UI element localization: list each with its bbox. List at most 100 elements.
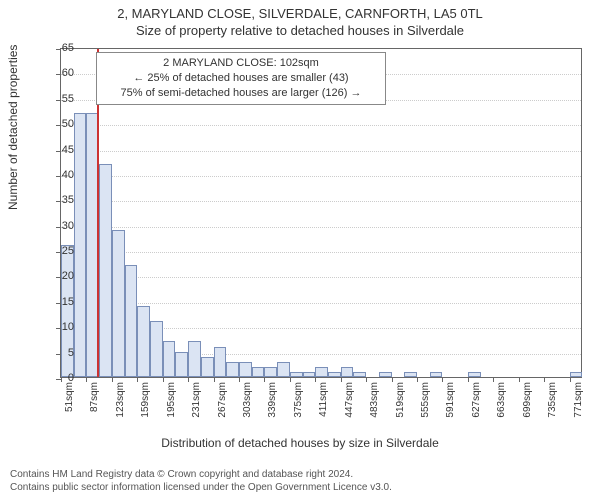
histogram-bar xyxy=(264,367,277,377)
gridline xyxy=(61,227,581,228)
histogram-bar xyxy=(430,372,443,377)
xtick-mark xyxy=(86,377,87,382)
gridline xyxy=(61,252,581,253)
callout-line2: ← 25% of detached houses are smaller (43… xyxy=(103,71,379,86)
xtick-mark xyxy=(493,377,494,382)
histogram-bar xyxy=(214,347,227,377)
xtick-label: 231sqm xyxy=(191,382,202,418)
xtick-mark xyxy=(417,377,418,382)
ytick-label: 60 xyxy=(44,67,74,79)
histogram-bar xyxy=(239,362,252,377)
xtick-mark xyxy=(214,377,215,382)
histogram-bar xyxy=(468,372,481,377)
histogram-bar xyxy=(353,372,366,377)
gridline xyxy=(61,303,581,304)
histogram-bar xyxy=(328,372,341,377)
xtick-label: 195sqm xyxy=(166,382,177,418)
xtick-label: 159sqm xyxy=(140,382,151,418)
xtick-mark xyxy=(137,377,138,382)
histogram-bar xyxy=(137,306,150,377)
histogram-bar xyxy=(315,367,328,377)
histogram-bar xyxy=(163,341,176,377)
ytick-label: 40 xyxy=(44,169,74,181)
footer-line2: Contains public sector information licen… xyxy=(10,481,392,494)
xtick-mark xyxy=(188,377,189,382)
histogram-bar xyxy=(226,362,239,377)
histogram-bar xyxy=(125,265,138,377)
ytick-label: 10 xyxy=(44,321,74,333)
callout-line1: 2 MARYLAND CLOSE: 102sqm xyxy=(103,56,379,71)
callout-box: 2 MARYLAND CLOSE: 102sqm ← 25% of detach… xyxy=(96,52,386,105)
ytick-label: 35 xyxy=(44,194,74,206)
xtick-mark xyxy=(315,377,316,382)
histogram-bar xyxy=(112,230,125,377)
ytick-label: 50 xyxy=(44,118,74,130)
xtick-label: 735sqm xyxy=(547,382,558,418)
footer-line1: Contains HM Land Registry data © Crown c… xyxy=(10,468,392,481)
xtick-label: 555sqm xyxy=(420,382,431,418)
histogram-bar xyxy=(341,367,354,377)
ytick-label: 25 xyxy=(44,245,74,257)
xtick-mark xyxy=(519,377,520,382)
histogram-bar xyxy=(277,362,290,377)
histogram-bar xyxy=(303,372,316,377)
xtick-label: 591sqm xyxy=(445,382,456,418)
ytick-label: 55 xyxy=(44,93,74,105)
gridline xyxy=(61,151,581,152)
page-title-address: 2, MARYLAND CLOSE, SILVERDALE, CARNFORTH… xyxy=(0,6,600,21)
histogram-bar xyxy=(175,352,188,377)
ytick-label: 20 xyxy=(44,270,74,282)
gridline xyxy=(61,277,581,278)
xtick-label: 303sqm xyxy=(242,382,253,418)
histogram-bar xyxy=(404,372,417,377)
page-subtitle: Size of property relative to detached ho… xyxy=(0,23,600,38)
xtick-label: 771sqm xyxy=(573,382,584,418)
y-axis-label: Number of detached properties xyxy=(6,45,20,210)
histogram-bar xyxy=(379,372,392,377)
xtick-mark xyxy=(264,377,265,382)
xtick-label: 663sqm xyxy=(496,382,507,418)
xtick-mark xyxy=(163,377,164,382)
callout-line3: 75% of semi-detached houses are larger (… xyxy=(103,86,379,101)
ytick-label: 15 xyxy=(44,296,74,308)
xtick-label: 483sqm xyxy=(369,382,380,418)
xtick-label: 51sqm xyxy=(64,382,75,412)
xtick-label: 627sqm xyxy=(471,382,482,418)
gridline xyxy=(61,201,581,202)
footer-attribution: Contains HM Land Registry data © Crown c… xyxy=(10,468,392,494)
histogram-bar xyxy=(188,341,201,377)
gridline xyxy=(61,125,581,126)
histogram-bar xyxy=(99,164,112,377)
xtick-label: 519sqm xyxy=(395,382,406,418)
xtick-mark xyxy=(112,377,113,382)
xtick-label: 267sqm xyxy=(217,382,228,418)
xtick-mark xyxy=(341,377,342,382)
gridline xyxy=(61,176,581,177)
xtick-mark xyxy=(570,377,571,382)
histogram-bar xyxy=(252,367,265,377)
xtick-label: 339sqm xyxy=(267,382,278,418)
xtick-label: 447sqm xyxy=(344,382,355,418)
histogram-bar xyxy=(290,372,303,377)
xtick-label: 699sqm xyxy=(522,382,533,418)
xtick-mark xyxy=(544,377,545,382)
xtick-label: 87sqm xyxy=(89,382,100,412)
xtick-mark xyxy=(239,377,240,382)
histogram-bar xyxy=(570,372,583,377)
xtick-mark xyxy=(290,377,291,382)
histogram-bar xyxy=(201,357,214,377)
ytick-label: 30 xyxy=(44,220,74,232)
xtick-label: 411sqm xyxy=(318,382,329,417)
xtick-mark xyxy=(392,377,393,382)
xtick-mark xyxy=(442,377,443,382)
ytick-label: 5 xyxy=(44,347,74,359)
xtick-mark xyxy=(366,377,367,382)
histogram-bar xyxy=(74,113,87,377)
ytick-label: 45 xyxy=(44,144,74,156)
xtick-label: 375sqm xyxy=(293,382,304,418)
x-axis-label: Distribution of detached houses by size … xyxy=(0,436,600,450)
xtick-mark xyxy=(468,377,469,382)
ytick-label: 65 xyxy=(44,42,74,54)
histogram-bar xyxy=(150,321,163,377)
xtick-label: 123sqm xyxy=(115,382,126,418)
